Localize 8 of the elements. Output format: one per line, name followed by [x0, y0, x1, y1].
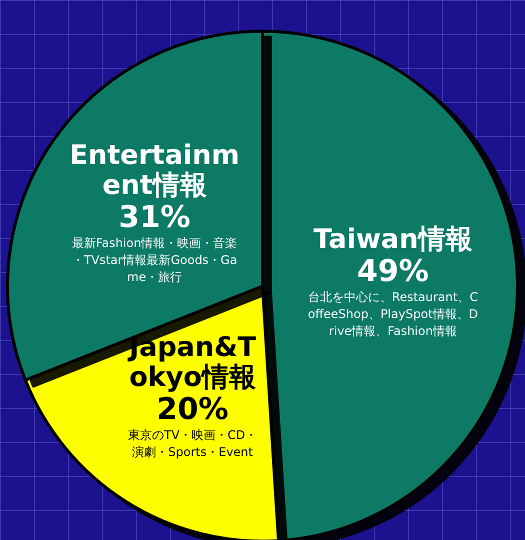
data-label: 31% — [118, 200, 190, 235]
slice-label: Entertainment情報 — [70, 140, 240, 201]
slice-label: Taiwan情報 — [314, 224, 472, 256]
text: 台北を中心に、Restaurant、CoffeeShop、PlaySpot情報、Drive情報、Fashion情報 — [308, 290, 478, 338]
data-label: 49% — [357, 254, 429, 290]
text: 東京のTV・映画・CD・演劇・Sports・Event — [128, 428, 258, 459]
data-label: 20% — [156, 392, 228, 427]
text: 最新Fashion情報・映画・音楽・TVstar情報最新Goods・Game・旅行 — [72, 236, 238, 284]
